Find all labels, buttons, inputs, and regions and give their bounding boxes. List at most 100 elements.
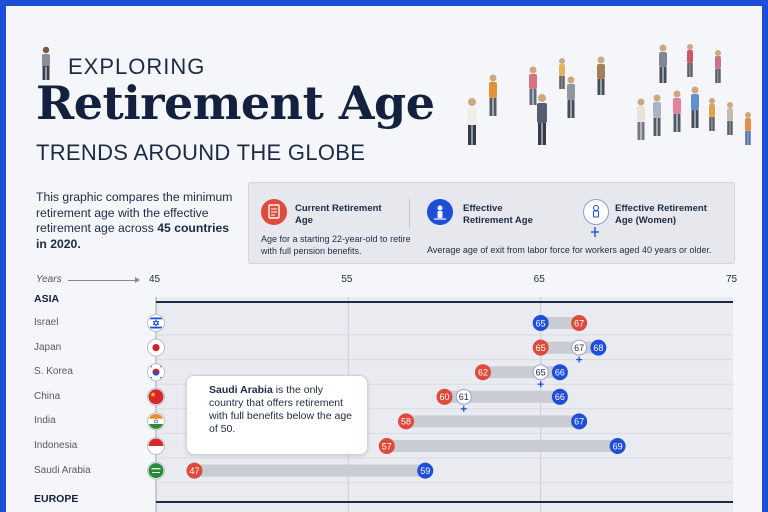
saudi-arabia-callout: Saudi Arabia is the only country that of… — [186, 375, 368, 455]
x-axis-arrow — [68, 277, 140, 283]
callout-body: is the only country that offers retireme… — [209, 384, 353, 435]
effective-age-marker — [609, 438, 626, 454]
current-age-marker — [436, 388, 453, 405]
x-tick-label: 45 — [149, 274, 161, 285]
x-axis-label: Years — [36, 274, 62, 285]
x-tick-label: 75 — [726, 274, 738, 285]
range-bar — [194, 464, 426, 477]
effective-age-label: 67 — [574, 417, 584, 427]
flag-star — [150, 391, 156, 397]
current-age-label: 60 — [439, 392, 449, 402]
flag-body — [148, 315, 164, 331]
flag-stripe — [148, 326, 164, 329]
current-age-label: 65 — [536, 343, 546, 353]
kicker-text: EXPLORING — [68, 54, 206, 79]
flag-body — [148, 340, 164, 356]
range-bar — [386, 440, 618, 452]
saudi-arabia-flag-icon — [147, 461, 165, 480]
effective-age-marker — [590, 339, 607, 356]
page-subtitle: TRENDS AROUND THE GLOBE — [36, 140, 366, 165]
country-label: India — [34, 415, 56, 427]
effective-age-marker — [417, 462, 434, 479]
flag-stripe-white — [148, 446, 164, 454]
female-symbol-icon — [591, 227, 599, 237]
flag-field — [148, 389, 164, 405]
current-age-marker — [532, 339, 549, 356]
current-age-marker — [398, 413, 415, 430]
flag-sun — [152, 344, 160, 352]
country-label: China — [34, 390, 61, 402]
intro-text: This graphic compares the minimum retire… — [36, 190, 233, 235]
flag-stripe-green — [148, 424, 164, 429]
region-label: EUROPE — [34, 493, 79, 506]
country-label: Japan — [34, 341, 62, 353]
current-age-label: 58 — [401, 417, 411, 427]
range-bar — [406, 415, 580, 428]
legend-women-title: Effective Retirement Age (Women) — [615, 203, 707, 226]
x-tick-label: 65 — [533, 274, 545, 285]
page-title: Retirement Age — [36, 76, 435, 130]
women-age-label: 67 — [574, 343, 584, 353]
flag-stripe — [148, 317, 164, 320]
indonesia-flag-icon — [147, 437, 165, 455]
legend-divider — [409, 199, 410, 229]
flag-sword — [152, 472, 160, 473]
flag-body — [148, 463, 164, 479]
effective-age-label: 68 — [593, 343, 603, 353]
india-flag-icon — [147, 412, 165, 431]
callout-text: Saudi Arabia is the only country that of… — [209, 384, 359, 436]
flag-star — [152, 319, 160, 325]
flag-body — [148, 438, 164, 454]
flag-taeguk-top — [152, 368, 160, 373]
infographic-frame: EXPLORING Retirement Age TRENDS AROUND T… — [6, 6, 762, 512]
legend: Current Retirement Age Age for a startin… — [248, 182, 735, 264]
flag-body — [148, 413, 164, 429]
flag-stripe-red — [148, 438, 164, 446]
intro-highlight: 45 countries in 2020. — [36, 221, 230, 251]
israel-flag-icon — [147, 314, 165, 332]
labor-exit-icon — [427, 199, 453, 225]
miniature-people-illustration — [467, 44, 751, 145]
pension-document-icon — [261, 199, 287, 225]
flag-star — [152, 321, 160, 327]
flag-script — [151, 468, 161, 470]
country-label: Saudi Arabia — [34, 464, 91, 476]
range-bar — [540, 317, 580, 329]
intro-paragraph: This graphic compares the minimum retire… — [36, 190, 241, 252]
current-age-label: 62 — [478, 368, 488, 378]
callout-bold: Saudi Arabia — [209, 384, 273, 396]
flag-chakra — [154, 419, 158, 424]
flag-field — [148, 463, 164, 479]
flag-stripe-saffron — [148, 413, 164, 419]
legend-effective-desc: Average age of exit from labor force for… — [427, 245, 712, 255]
flag-body — [148, 389, 164, 405]
current-age-marker — [571, 315, 588, 331]
women-age-marker — [532, 364, 549, 381]
current-age-marker — [378, 438, 395, 454]
country-label: Indonesia — [34, 440, 78, 451]
china-flag-icon — [147, 387, 165, 406]
women-age-label: 65 — [536, 368, 546, 378]
flag-body — [148, 364, 164, 380]
flag-stripe-white — [148, 418, 164, 424]
person-figure-icon — [42, 46, 50, 80]
current-age-label: 57 — [382, 441, 392, 451]
women-age-marker — [571, 339, 588, 356]
effective-age-marker — [571, 413, 588, 430]
effective-age-marker — [551, 388, 568, 405]
effective-age-marker — [532, 315, 549, 331]
effective-age-label: 59 — [420, 466, 430, 476]
south-korea-flag-icon — [147, 363, 165, 382]
country-label: Israel — [34, 317, 59, 328]
country-label: S. Korea — [34, 366, 73, 378]
women-exit-icon — [583, 199, 609, 225]
japan-flag-icon — [147, 338, 165, 357]
legend-effective-title: Effective Retirement Age — [463, 203, 533, 226]
region-divider — [156, 501, 733, 504]
figure-group — [467, 44, 751, 145]
dumbbell-chart: 67 65 65 68 67 62 66 65 60 66 61 58 67 57 69 47 59 — [147, 297, 733, 512]
effective-age-label: 65 — [536, 318, 546, 328]
x-tick-label: 55 — [341, 274, 353, 285]
range-bar — [540, 341, 599, 354]
legend-current-title: Current Retirement Age — [295, 203, 382, 226]
